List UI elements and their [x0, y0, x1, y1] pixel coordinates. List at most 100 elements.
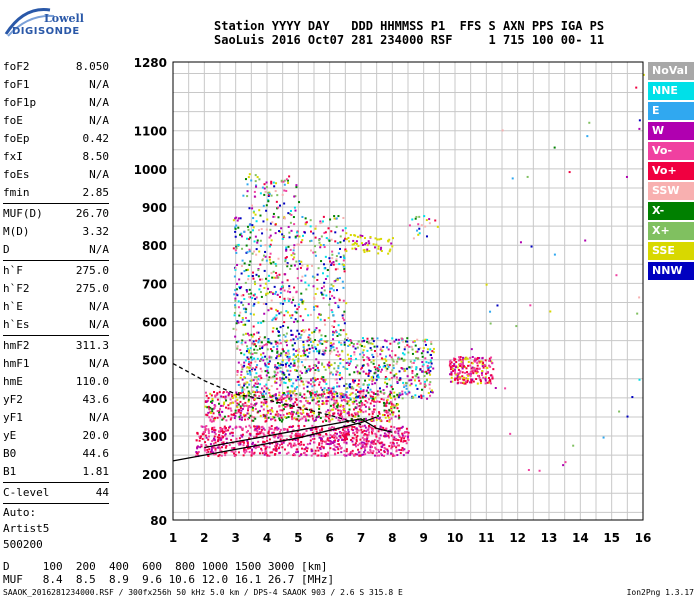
echo-point	[306, 268, 309, 271]
echo-point	[398, 370, 401, 373]
echo-point	[231, 431, 234, 434]
echo-point	[233, 452, 236, 455]
echo-point	[323, 392, 326, 395]
echo-point	[270, 427, 273, 430]
echo-point	[234, 289, 237, 292]
echo-point	[465, 356, 468, 359]
echo-point	[422, 339, 425, 342]
echo-point	[408, 224, 411, 227]
echo-point	[259, 391, 262, 394]
echo-point	[258, 395, 261, 398]
echo-point	[235, 322, 238, 325]
echo-point	[328, 303, 331, 306]
echo-point	[304, 221, 307, 224]
echo-point	[268, 426, 271, 429]
echo-point	[385, 369, 388, 372]
echo-point	[301, 301, 304, 304]
echo-point	[336, 242, 339, 245]
echo-point	[276, 293, 279, 296]
echo-point	[312, 434, 315, 437]
echo-point	[347, 432, 350, 435]
echo-point	[377, 415, 380, 418]
echo-point	[311, 396, 314, 399]
echo-point	[244, 332, 247, 335]
echo-point	[348, 343, 351, 346]
echo-point	[349, 393, 352, 396]
echo-point	[311, 389, 314, 392]
echo-point	[383, 443, 386, 446]
echo-point	[292, 348, 295, 351]
param-value: 44	[95, 486, 109, 499]
echo-point	[282, 427, 285, 430]
echo-point	[249, 364, 252, 367]
echo-point	[304, 329, 307, 332]
echo-point	[333, 320, 336, 323]
x-tick-label: 7	[357, 531, 365, 545]
echo-point	[380, 357, 383, 360]
echo-point	[477, 360, 480, 363]
echo-point	[334, 429, 337, 432]
echo-point	[392, 367, 395, 370]
echo-point	[272, 292, 275, 295]
param-row: hmF1 N/A	[3, 355, 109, 373]
echo-point	[320, 338, 323, 341]
echo-point	[329, 409, 332, 412]
echo-point	[204, 441, 207, 444]
echo-point	[322, 379, 325, 382]
echo-point	[285, 189, 288, 192]
echo-point	[470, 348, 473, 351]
echo-point	[284, 260, 287, 263]
echo-point	[258, 250, 261, 253]
echo-point	[284, 335, 287, 338]
echo-point	[275, 314, 278, 317]
echo-point	[586, 135, 589, 138]
echo-point	[358, 379, 361, 382]
echo-point	[244, 401, 247, 404]
echo-point	[230, 438, 233, 441]
echo-point	[243, 384, 246, 387]
echo-point	[280, 287, 283, 290]
echo-point	[475, 369, 478, 372]
echo-point	[288, 175, 291, 178]
echo-point	[319, 244, 322, 247]
echo-point	[361, 396, 364, 399]
echo-point	[362, 434, 365, 437]
echo-point	[261, 278, 264, 281]
echo-point	[402, 449, 405, 452]
echo-point	[393, 454, 396, 457]
echo-point	[271, 394, 274, 397]
legend-item-vominus: Vo-	[648, 142, 694, 160]
echo-point	[236, 294, 239, 297]
echo-point	[365, 440, 368, 443]
echo-point	[322, 215, 325, 218]
echo-point	[281, 446, 284, 449]
echo-point	[255, 436, 258, 439]
echo-point	[237, 361, 240, 364]
echo-point	[242, 294, 245, 297]
echo-point	[292, 411, 295, 414]
echo-point	[339, 247, 342, 250]
echo-point	[353, 371, 356, 374]
param-row: foF1 N/A	[3, 76, 109, 94]
echo-point	[211, 408, 214, 411]
echo-point	[343, 267, 346, 270]
echo-point	[304, 419, 307, 422]
echo-point	[294, 236, 297, 239]
echo-point	[455, 361, 458, 364]
echo-point	[250, 333, 253, 336]
echo-point	[267, 287, 270, 290]
echo-point	[235, 224, 238, 227]
echo-point	[322, 402, 325, 405]
echo-point	[306, 340, 309, 343]
echo-point	[302, 354, 305, 357]
echo-point	[297, 442, 300, 445]
echo-point	[301, 239, 304, 242]
echo-point	[290, 432, 293, 435]
echo-point	[386, 420, 389, 423]
echo-point	[243, 270, 246, 273]
echo-point	[451, 365, 454, 368]
echo-point	[285, 416, 288, 419]
echo-point	[477, 374, 480, 377]
echo-point	[251, 358, 254, 361]
echo-point	[222, 417, 225, 420]
